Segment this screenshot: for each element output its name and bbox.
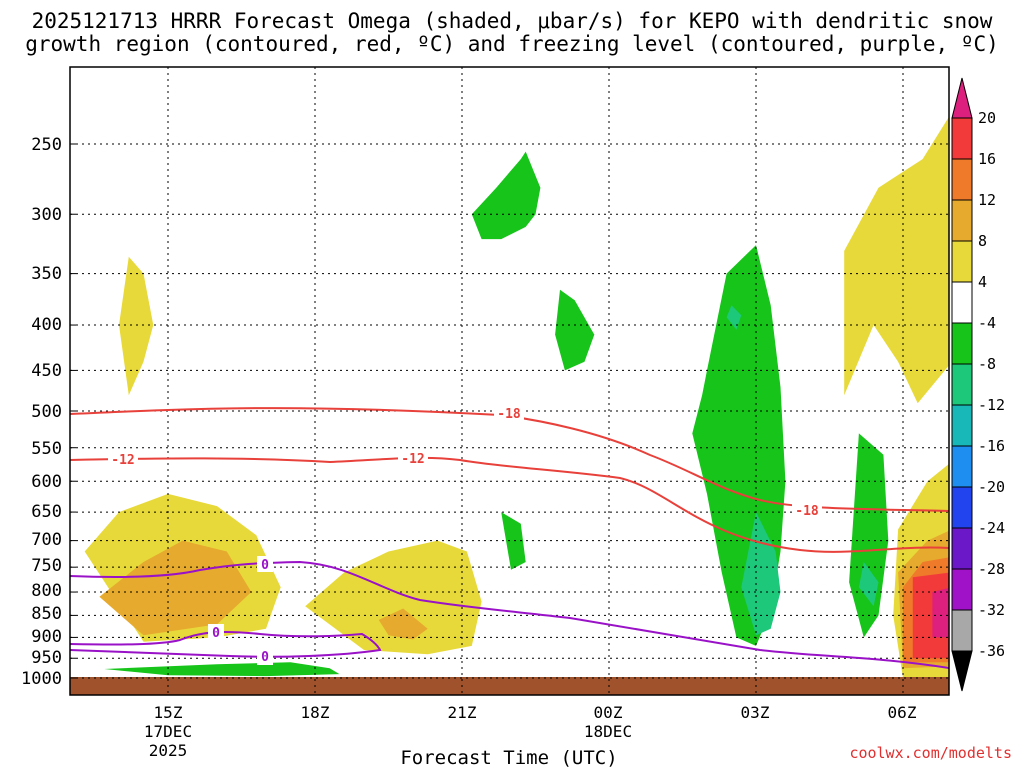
omega-region-ascent-05z: [849, 433, 889, 638]
x-tick-label: 03Z: [741, 703, 770, 722]
colorbar-label: 20: [978, 109, 996, 127]
omega-region-upper-ascent-22z: [471, 151, 541, 240]
y-tick-label: 900: [31, 627, 62, 647]
colorbar-label: -4: [978, 314, 996, 332]
y-tick-label: 350: [31, 264, 62, 284]
y-tick-label: 600: [31, 472, 62, 492]
colorbar-swatch: [951, 158, 973, 201]
y-tick-label: 400: [31, 315, 62, 335]
colorbar-swatch: [951, 363, 973, 406]
colorbar: 20 16 12 8 4 -4 -8 -12 -16 -20 -24 -28 -…: [951, 77, 1005, 692]
colorbar-label: 4: [978, 273, 987, 291]
x-tick-label: 18Z: [301, 703, 330, 722]
colorbar-swatch: [951, 568, 973, 611]
contour-label-fz-3: 0: [261, 650, 269, 665]
colorbar-swatch: [951, 117, 973, 160]
colorbar-swatch: [951, 404, 973, 447]
y-tick-label: 450: [31, 361, 62, 381]
colorbar-label: -32: [978, 601, 1005, 619]
contour-label-fz-1: 0: [261, 558, 269, 573]
x-axis-title: Forecast Time (UTC): [400, 747, 617, 768]
x-tick-label: 15Z: [154, 703, 183, 722]
colorbar-label: -24: [978, 519, 1005, 537]
x-tick-label: 21Z: [448, 703, 477, 722]
x-tick-date: 17DEC: [144, 722, 192, 741]
dgz-contour-minus12: [70, 456, 949, 553]
colorbar-swatch: [951, 281, 973, 324]
omega-region-subsidence-04z-upper: [844, 116, 949, 404]
chart-title-line1: 2025121713 HRRR Forecast Omega (shaded, …: [31, 9, 993, 33]
colorbar-label: 16: [978, 150, 996, 168]
y-tick-label: 500: [31, 402, 62, 422]
colorbar-swatch: [951, 609, 973, 652]
y-tick-label: 950: [31, 648, 62, 668]
colorbar-label: -28: [978, 560, 1005, 578]
colorbar-label: 8: [978, 232, 987, 250]
colorbar-swatch: [951, 322, 973, 365]
y-tick-label: 1000: [21, 669, 62, 689]
omega-region-subsidence-15z-core: [99, 540, 252, 636]
contour-label-dgz-1: -18: [497, 407, 521, 422]
omega-region-ascent-05z-core: [858, 562, 879, 607]
y-tick-label: 700: [31, 530, 62, 550]
colorbar-label: -12: [978, 396, 1005, 414]
colorbar-label: -20: [978, 478, 1005, 496]
y-tick-label: 800: [31, 581, 62, 601]
colorbar-label: -36: [978, 642, 1005, 660]
contour-label-dgz-2: -12: [111, 453, 134, 468]
y-tick-label: 650: [31, 502, 62, 522]
colorbar-swatch: [951, 486, 973, 529]
chart-title-line2: growth region (contoured, red, ºC) and f…: [25, 32, 999, 56]
contour-label-fz-2: 0: [212, 626, 220, 641]
x-axis: 15Z 17DEC 2025 18Z 21Z 00Z 18DEC 03Z 06Z…: [144, 703, 917, 768]
omega-region-ascent-2130z: [501, 512, 526, 570]
colorbar-label: -8: [978, 355, 996, 373]
credit-link[interactable]: coolwx.com/modelts: [849, 744, 1012, 762]
y-axis: 250 300 350 400 450 500 550 600 650 700 …: [21, 135, 62, 689]
colorbar-top-arrow: [951, 77, 973, 119]
y-tick-label: 250: [31, 135, 62, 155]
omega-region-ascent-max-03z: [741, 512, 781, 636]
colorbar-swatch: [951, 527, 973, 570]
x-tick-label: 00Z: [594, 703, 623, 722]
colorbar-swatch: [951, 445, 973, 488]
y-tick-label: 300: [31, 205, 62, 225]
y-tick-label: 850: [31, 604, 62, 624]
colorbar-swatch: [951, 240, 973, 283]
omega-region-ascent-2230z: [555, 289, 595, 371]
colorbar-bottom-arrow: [951, 650, 973, 692]
contour-label-dgz-4: -18: [795, 504, 819, 519]
x-tick-year: 2025: [149, 741, 188, 760]
freezing-level-lower: [70, 631, 382, 658]
plot-frame: [69, 66, 950, 696]
colorbar-label: -16: [978, 437, 1005, 455]
y-tick-label: 750: [31, 556, 62, 576]
omega-region-subsidence-06z-max: [932, 587, 949, 638]
x-tick-label: 06Z: [888, 703, 917, 722]
contour-labels: -18 -12 -12 -18 0 0 0: [108, 405, 822, 665]
omega-region-ascent-max2-02z: [726, 305, 742, 330]
x-tick-date: 18DEC: [584, 722, 632, 741]
colorbar-swatch: [951, 199, 973, 242]
omega-region-near-surface-ascent: [104, 662, 340, 677]
y-tick-label: 550: [31, 439, 62, 459]
omega-region-subsidence-20z-low: [305, 540, 482, 655]
contour-label-dgz-3: -12: [401, 452, 424, 467]
colorbar-label: 12: [978, 191, 996, 209]
freezing-level-upper: [70, 560, 949, 669]
omega-region-subsidence-1430z: [119, 256, 154, 396]
ground: [70, 677, 949, 695]
omega-region-subsidence-20z-core: [378, 608, 428, 640]
